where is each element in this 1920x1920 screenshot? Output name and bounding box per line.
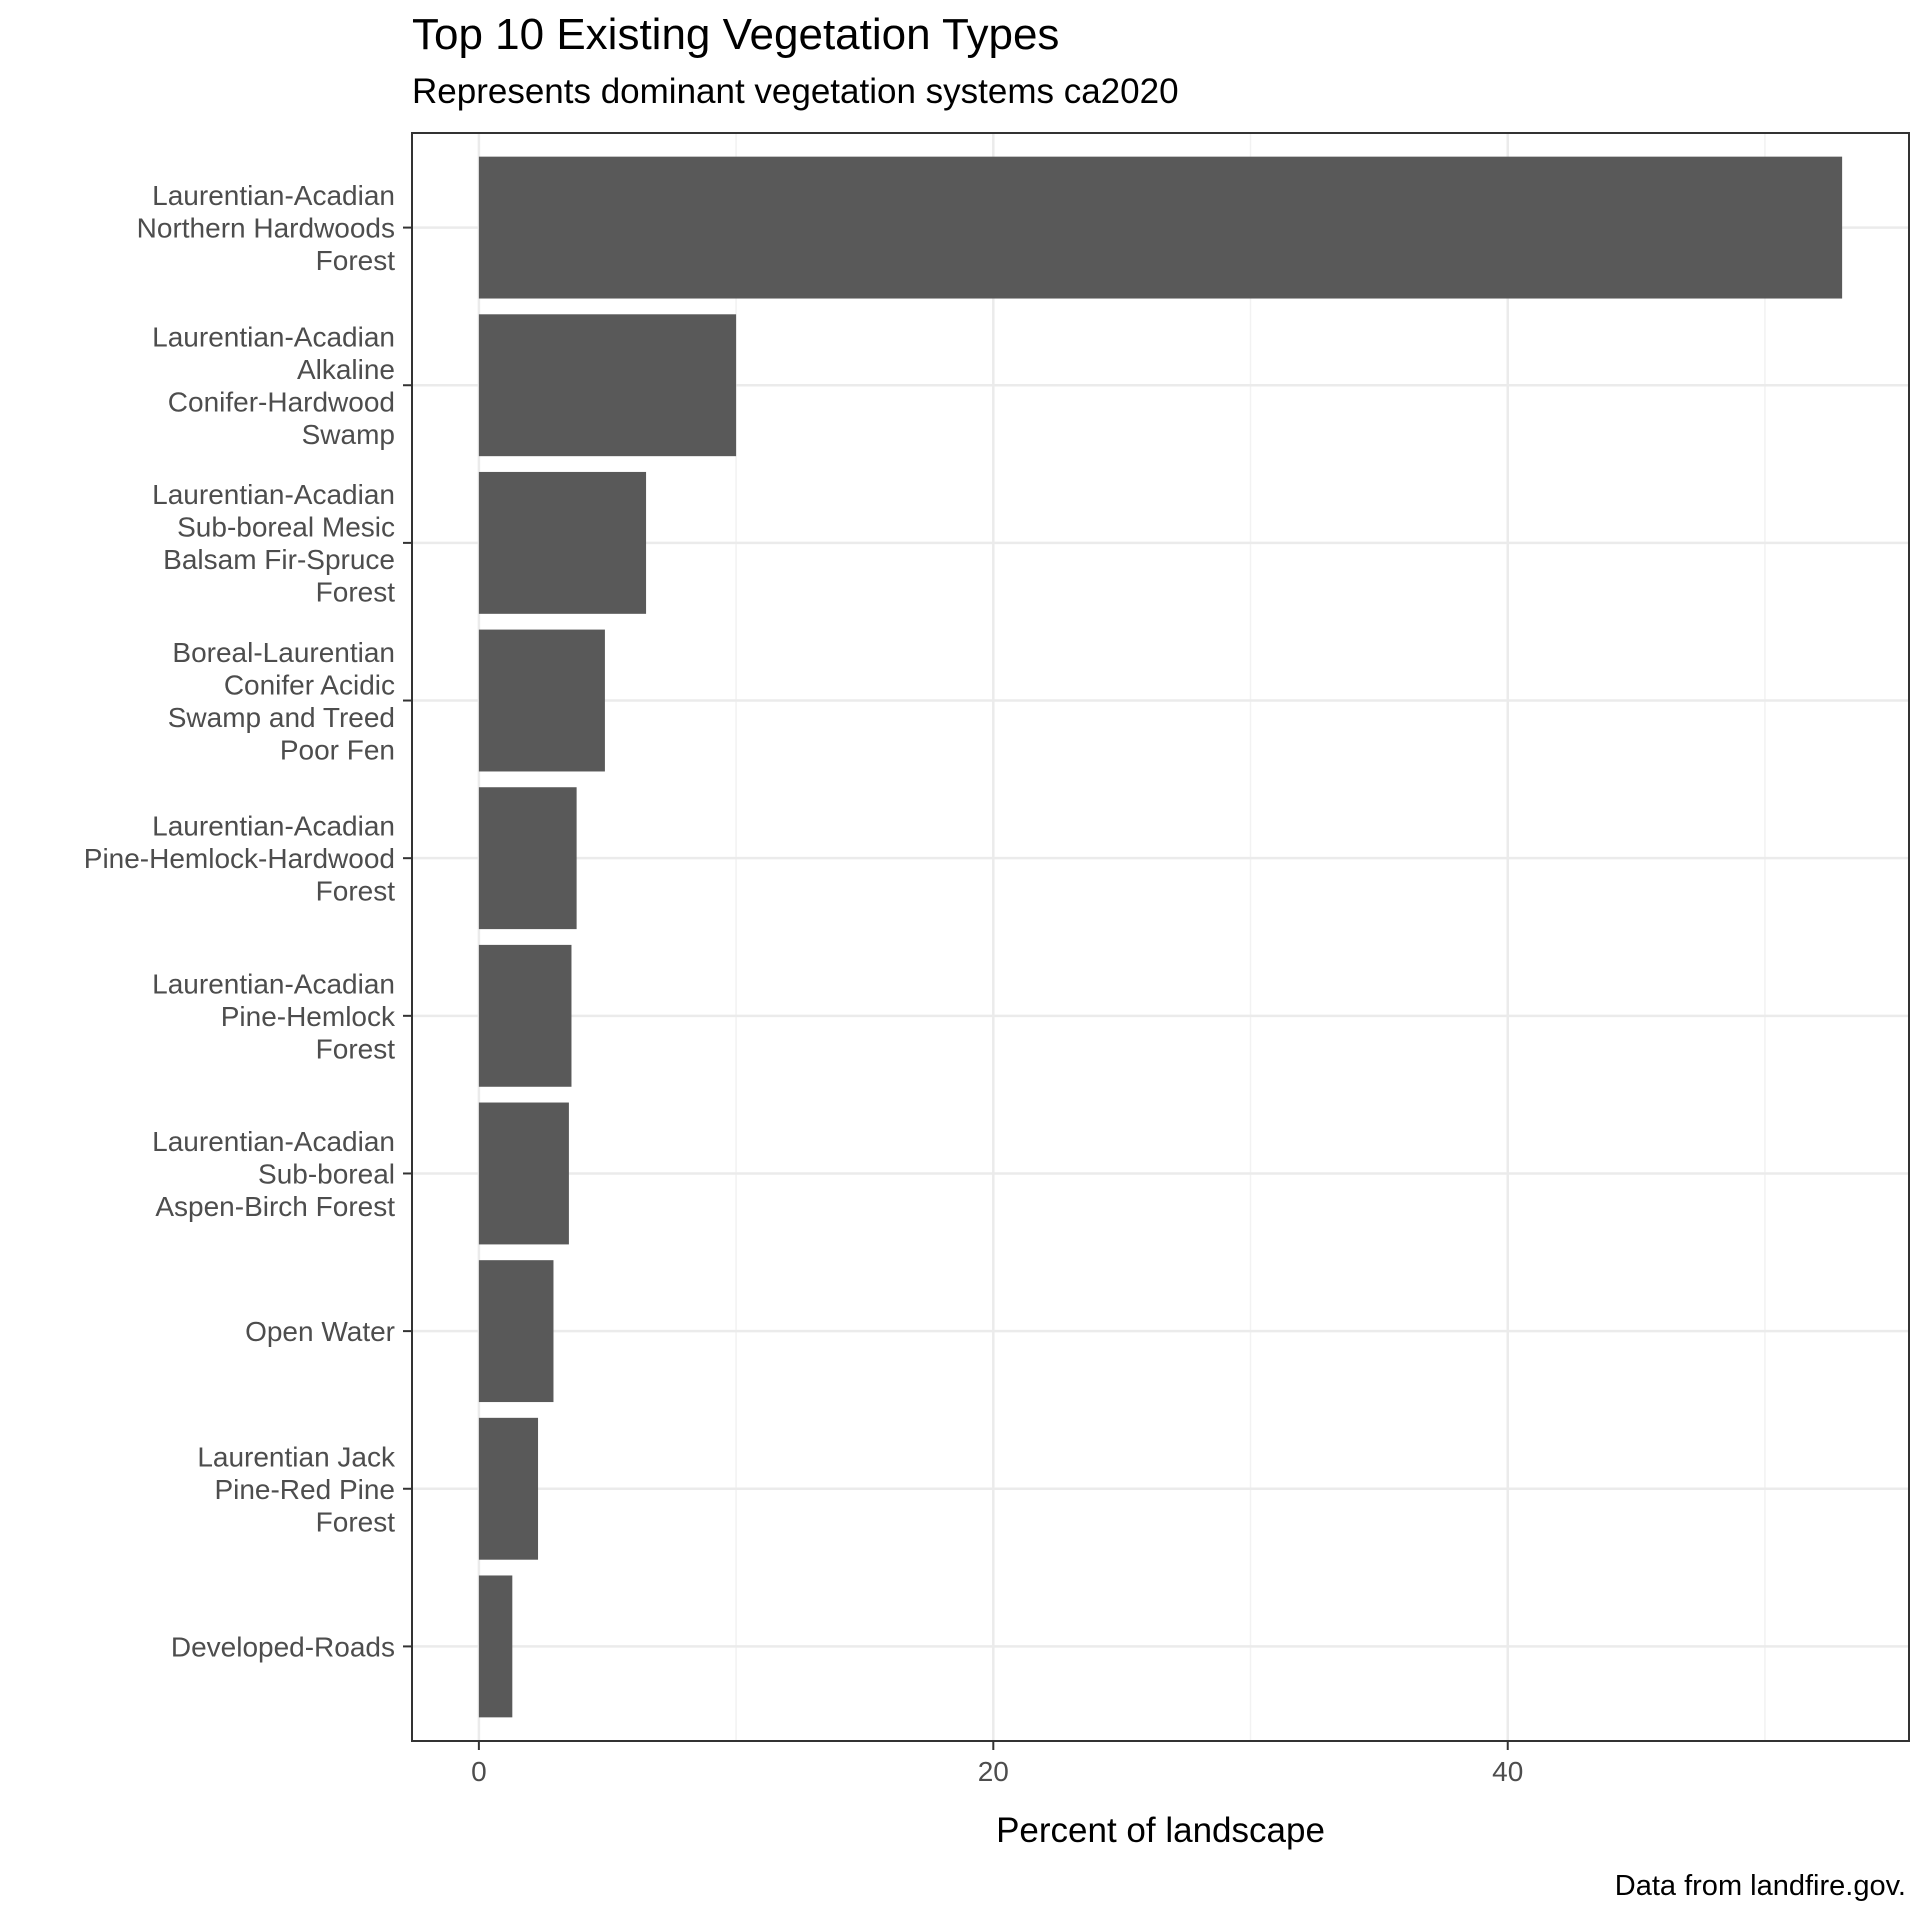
y-tick-label: Laurentian-Acadian Northern Hardwoods Fore…: [137, 180, 396, 276]
y-tick-label: Boreal-Laurentian Conifer Acidic Swamp and…: [168, 637, 395, 766]
y-tick-label-line: Laurentian Jack: [197, 1441, 396, 1472]
y-tick-label-line: Forest: [316, 1506, 396, 1537]
y-tick-label-line: Open Water: [245, 1316, 395, 1347]
y-tick-label: Laurentian-Acadian Sub-boreal Aspen-Birch …: [152, 1126, 395, 1222]
y-tick-label-line: Forest: [316, 876, 396, 907]
y-tick-label-line: Northern Hardwoods: [137, 213, 395, 244]
y-tick-label-line: Poor Fen: [280, 734, 395, 765]
y-tick-label-line: Forest: [316, 245, 396, 276]
y-tick-label-line: Forest: [316, 1033, 396, 1064]
y-tick-label: Laurentian Jack Pine-Red Pine Forest: [197, 1441, 396, 1537]
y-tick-label: Laurentian-Acadian Sub-boreal Mesic Balsam…: [152, 479, 395, 607]
y-tick-label-line: Aspen-Birch Forest: [155, 1191, 395, 1222]
y-tick-label-line: Laurentian-Acadian: [152, 811, 395, 842]
y-tick-label-line: Laurentian-Acadian: [152, 1126, 395, 1157]
y-tick-label-line: Developed-Roads: [171, 1631, 395, 1662]
y-tick-label-line: Boreal-Laurentian: [172, 637, 395, 668]
chart-title: Top 10 Existing Vegetation Types: [412, 10, 1060, 59]
bars-layer: [478, 156, 1843, 1718]
y-tick-label-line: Alkaline: [297, 354, 395, 385]
y-tick-label-line: Laurentian-Acadian: [152, 180, 395, 211]
bar: [478, 944, 572, 1087]
x-tick-label: 40: [1492, 1756, 1523, 1787]
y-tick-label-line: Swamp: [302, 419, 395, 450]
y-tick-label-line: Laurentian-Acadian: [152, 479, 395, 510]
axis-layer: Laurentian-Acadian Northern Hardwoods Fore…: [84, 180, 1524, 1787]
y-tick-label-line: Conifer Acidic: [224, 669, 395, 700]
y-tick-label: Open Water: [245, 1316, 395, 1347]
x-tick-label: 0: [471, 1756, 487, 1787]
bar: [478, 1102, 569, 1245]
bar: [478, 629, 605, 772]
y-tick-label-line: Sub-boreal: [258, 1158, 395, 1189]
y-tick-label-line: Swamp and Treed: [168, 702, 395, 733]
y-tick-label-line: Forest: [316, 577, 396, 608]
x-axis-title: Percent of landscape: [996, 1811, 1325, 1850]
y-tick-label-line: Sub-boreal Mesic: [177, 512, 395, 543]
y-tick-label-line: Laurentian-Acadian: [152, 321, 395, 352]
bar: [478, 314, 737, 457]
bar: [478, 156, 1843, 299]
y-tick-label-line: Conifer-Hardwood: [168, 386, 395, 417]
y-tick-label: Laurentian-Acadian Pine-Hemlock-Hardwood F…: [84, 811, 395, 907]
y-tick-label: Laurentian-Acadian Pine-Hemlock Forest: [152, 968, 396, 1064]
y-tick-label: Developed-Roads: [171, 1631, 395, 1662]
y-tick-label-line: Pine-Hemlock: [221, 1001, 396, 1032]
y-tick-label-line: Laurentian-Acadian: [152, 968, 395, 999]
y-tick-label-line: Pine-Hemlock-Hardwood: [84, 843, 395, 874]
y-tick-label-line: Pine-Red Pine: [214, 1474, 395, 1505]
y-tick-label-line: Balsam Fir-Spruce: [163, 544, 395, 575]
chart-subtitle: Represents dominant vegetation systems c…: [412, 72, 1179, 111]
bar: [478, 1417, 539, 1560]
plot-border: [411, 132, 1910, 1742]
bar: [478, 1575, 513, 1718]
bar: [478, 787, 577, 930]
bar: [478, 471, 647, 614]
bar: [478, 1260, 554, 1403]
chart-caption: Data from landfire.gov.: [1614, 1870, 1906, 1902]
x-tick-label: 20: [978, 1756, 1009, 1787]
y-tick-label: Laurentian-Acadian Alkaline Conifer-Hardwo…: [152, 321, 395, 450]
